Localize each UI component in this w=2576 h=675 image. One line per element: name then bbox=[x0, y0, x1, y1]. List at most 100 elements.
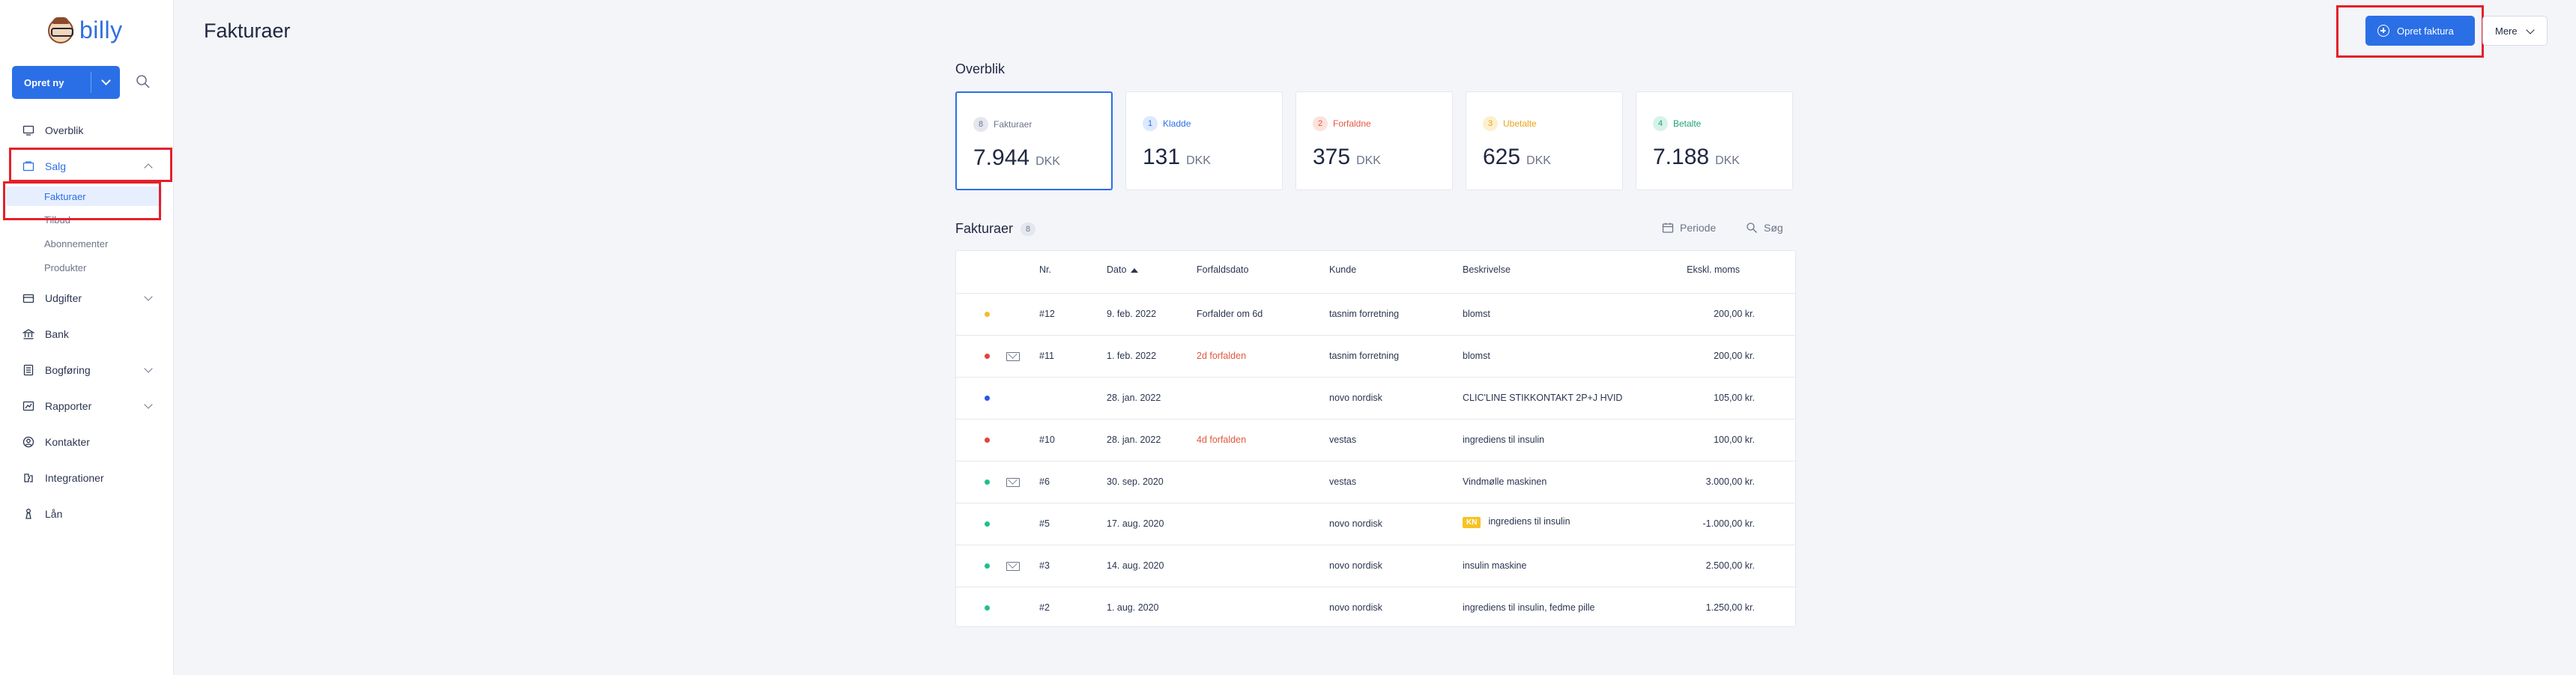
contacts-icon bbox=[22, 436, 34, 448]
card-amount-value: 7.944 bbox=[973, 145, 1030, 170]
card-label: Forfaldne bbox=[1333, 118, 1371, 129]
overview-card[interactable]: 4 Betalte 7.188 DKK bbox=[1636, 91, 1793, 190]
cell-date: 28. jan. 2022 bbox=[1107, 393, 1161, 403]
cell-amount: 105,00 kr. bbox=[1714, 393, 1755, 403]
sidebar: billy Opret ny Overblik Salg Fakturaer T… bbox=[0, 0, 174, 675]
card-currency: DKK bbox=[1715, 154, 1740, 167]
mail-icon bbox=[1006, 352, 1020, 361]
invoices-title: Fakturaer bbox=[955, 221, 1014, 236]
column-header-nr[interactable]: Nr. bbox=[1039, 264, 1051, 275]
column-header-amount[interactable]: Ekskl. moms bbox=[1687, 264, 1740, 275]
search-icon[interactable] bbox=[135, 73, 151, 90]
cell-customer: novo nordisk bbox=[1329, 518, 1382, 529]
billy-logo[interactable]: billy bbox=[48, 16, 123, 44]
card-count-badge: 4 bbox=[1653, 116, 1668, 131]
cell-date: 28. jan. 2022 bbox=[1107, 435, 1161, 445]
ledger-icon bbox=[23, 364, 34, 376]
more-button[interactable]: Mere bbox=[2482, 16, 2548, 46]
table-row[interactable]: #11 1. feb. 2022 2d forfalden tasnim forret… bbox=[956, 335, 1795, 377]
card-amount-value: 375 bbox=[1313, 145, 1351, 169]
card-count-badge: 2 bbox=[1313, 116, 1328, 131]
cell-date: 1. aug. 2020 bbox=[1107, 602, 1159, 613]
chevron-up-icon bbox=[144, 163, 153, 172]
overview-card[interactable]: 8 Fakturaer 7.944 DKK bbox=[955, 91, 1113, 190]
invoices-table: Nr. Dato Forfaldsdato Kunde Beskrivelse … bbox=[955, 250, 1796, 627]
column-header-due[interactable]: Forfaldsdato bbox=[1197, 264, 1249, 275]
period-filter[interactable]: Periode bbox=[1662, 222, 1716, 234]
mail-icon bbox=[1006, 562, 1020, 571]
chevron-down-icon bbox=[144, 364, 153, 373]
search-icon bbox=[1747, 223, 1757, 233]
card-currency: DKK bbox=[1526, 154, 1551, 167]
card-label-row: 1 Kladde bbox=[1143, 116, 1191, 131]
page-title: Fakturaer bbox=[204, 19, 291, 42]
card-label: Ubetalte bbox=[1503, 118, 1537, 129]
chevron-down-icon bbox=[144, 400, 153, 409]
table-row[interactable]: #3 14. aug. 2020 novo nordisk insulin maski… bbox=[956, 545, 1795, 587]
card-currency: DKK bbox=[1356, 154, 1381, 167]
invoices-count-badge: 8 bbox=[1021, 222, 1036, 236]
sidebar-subitem-fakturaer[interactable]: Fakturaer bbox=[6, 187, 162, 206]
sidebar-item-overblik[interactable]: Overblik bbox=[12, 119, 162, 142]
column-header-description[interactable]: Beskrivelse bbox=[1463, 264, 1511, 275]
table-row[interactable]: #10 28. jan. 2022 4d forfalden vestas ingred… bbox=[956, 419, 1795, 461]
cell-due: 4d forfalden bbox=[1197, 435, 1247, 445]
invoices-section-title: Fakturaer 8 bbox=[955, 221, 1036, 237]
cell-description-text: blomst bbox=[1463, 351, 1490, 361]
status-dot bbox=[985, 396, 990, 401]
overview-card[interactable]: 1 Kladde 131 DKK bbox=[1125, 91, 1283, 190]
table-row[interactable]: 28. jan. 2022 novo nordisk CLIC'LINE STIKK… bbox=[956, 377, 1795, 419]
table-row[interactable]: #2 1. aug. 2020 novo nordisk ingrediens til… bbox=[956, 587, 1795, 629]
cell-amount: 200,00 kr. bbox=[1714, 351, 1755, 361]
sidebar-subitem-abonnementer[interactable]: Abonnementer bbox=[44, 237, 109, 249]
logo-mascot-icon bbox=[48, 16, 73, 43]
table-search[interactable]: Søg bbox=[1746, 222, 1783, 234]
cell-description-text: ingrediens til insulin, fedme pille bbox=[1463, 602, 1595, 613]
sidebar-item-rapporter[interactable]: Rapporter bbox=[12, 395, 162, 417]
create-invoice-button[interactable]: Opret faktura bbox=[2365, 16, 2475, 46]
sidebar-item-integrationer[interactable]: Integrationer bbox=[12, 467, 162, 489]
chevron-down-icon[interactable] bbox=[101, 76, 111, 85]
status-dot bbox=[985, 479, 990, 485]
sidebar-item-bogfoering[interactable]: Bogføring bbox=[12, 359, 162, 381]
cell-date: 1. feb. 2022 bbox=[1107, 351, 1157, 361]
sidebar-subitem-produkter[interactable]: Produkter bbox=[44, 261, 87, 273]
period-label: Periode bbox=[1680, 222, 1717, 234]
overview-title: Overblik bbox=[955, 61, 1006, 76]
card-label-row: 8 Fakturaer bbox=[973, 117, 1032, 132]
table-row[interactable]: #5 17. aug. 2020 novo nordisk KN ingrediens … bbox=[956, 503, 1795, 545]
table-row[interactable]: #6 30. sep. 2020 vestas Vindmølle maskinen 3… bbox=[956, 461, 1795, 503]
sidebar-item-bank[interactable]: Bank bbox=[12, 323, 162, 345]
cell-amount: 2.500,00 kr. bbox=[1705, 560, 1755, 571]
cell-date: 9. feb. 2022 bbox=[1107, 309, 1157, 319]
card-count-badge: 3 bbox=[1483, 116, 1498, 131]
card-currency: DKK bbox=[1186, 154, 1211, 167]
create-new-button[interactable]: Opret ny bbox=[12, 66, 120, 99]
sidebar-item-salg[interactable]: Salg bbox=[12, 155, 162, 178]
sidebar-item-laan[interactable]: Lån bbox=[12, 503, 162, 525]
sidebar-item-label: Salg bbox=[45, 160, 67, 172]
overview-card[interactable]: 2 Forfaldne 375 DKK bbox=[1295, 91, 1453, 190]
cell-due: Forfalder om 6d bbox=[1197, 309, 1263, 319]
overview-card[interactable]: 3 Ubetalte 625 DKK bbox=[1466, 91, 1623, 190]
cell-nr: #3 bbox=[1039, 560, 1050, 571]
loan-icon bbox=[25, 509, 31, 519]
cell-due: 2d forfalden bbox=[1197, 351, 1247, 361]
cell-customer: vestas bbox=[1329, 435, 1357, 445]
cell-nr: #2 bbox=[1039, 602, 1050, 613]
cell-amount: 1.250,00 kr. bbox=[1705, 602, 1755, 613]
column-header-date[interactable]: Dato bbox=[1107, 264, 1139, 275]
sidebar-item-udgifter[interactable]: Udgifter bbox=[12, 287, 162, 309]
sidebar-subitem-tilbud[interactable]: Tilbud bbox=[44, 214, 70, 225]
cell-description: KN ingrediens til insulin bbox=[1463, 516, 1570, 528]
search-label: Søg bbox=[1764, 222, 1783, 234]
sidebar-item-kontakter[interactable]: Kontakter bbox=[12, 431, 162, 453]
cell-customer: novo nordisk bbox=[1329, 602, 1382, 613]
mail-icon bbox=[1006, 478, 1020, 487]
table-row[interactable]: #12 9. feb. 2022 Forfalder om 6d tasnim for… bbox=[956, 293, 1795, 335]
integrations-icon bbox=[24, 473, 33, 482]
sidebar-item-label: Integrationer bbox=[45, 472, 104, 484]
column-header-customer[interactable]: Kunde bbox=[1329, 264, 1357, 275]
chevron-down-icon bbox=[2526, 25, 2535, 34]
bank-icon bbox=[22, 329, 34, 339]
